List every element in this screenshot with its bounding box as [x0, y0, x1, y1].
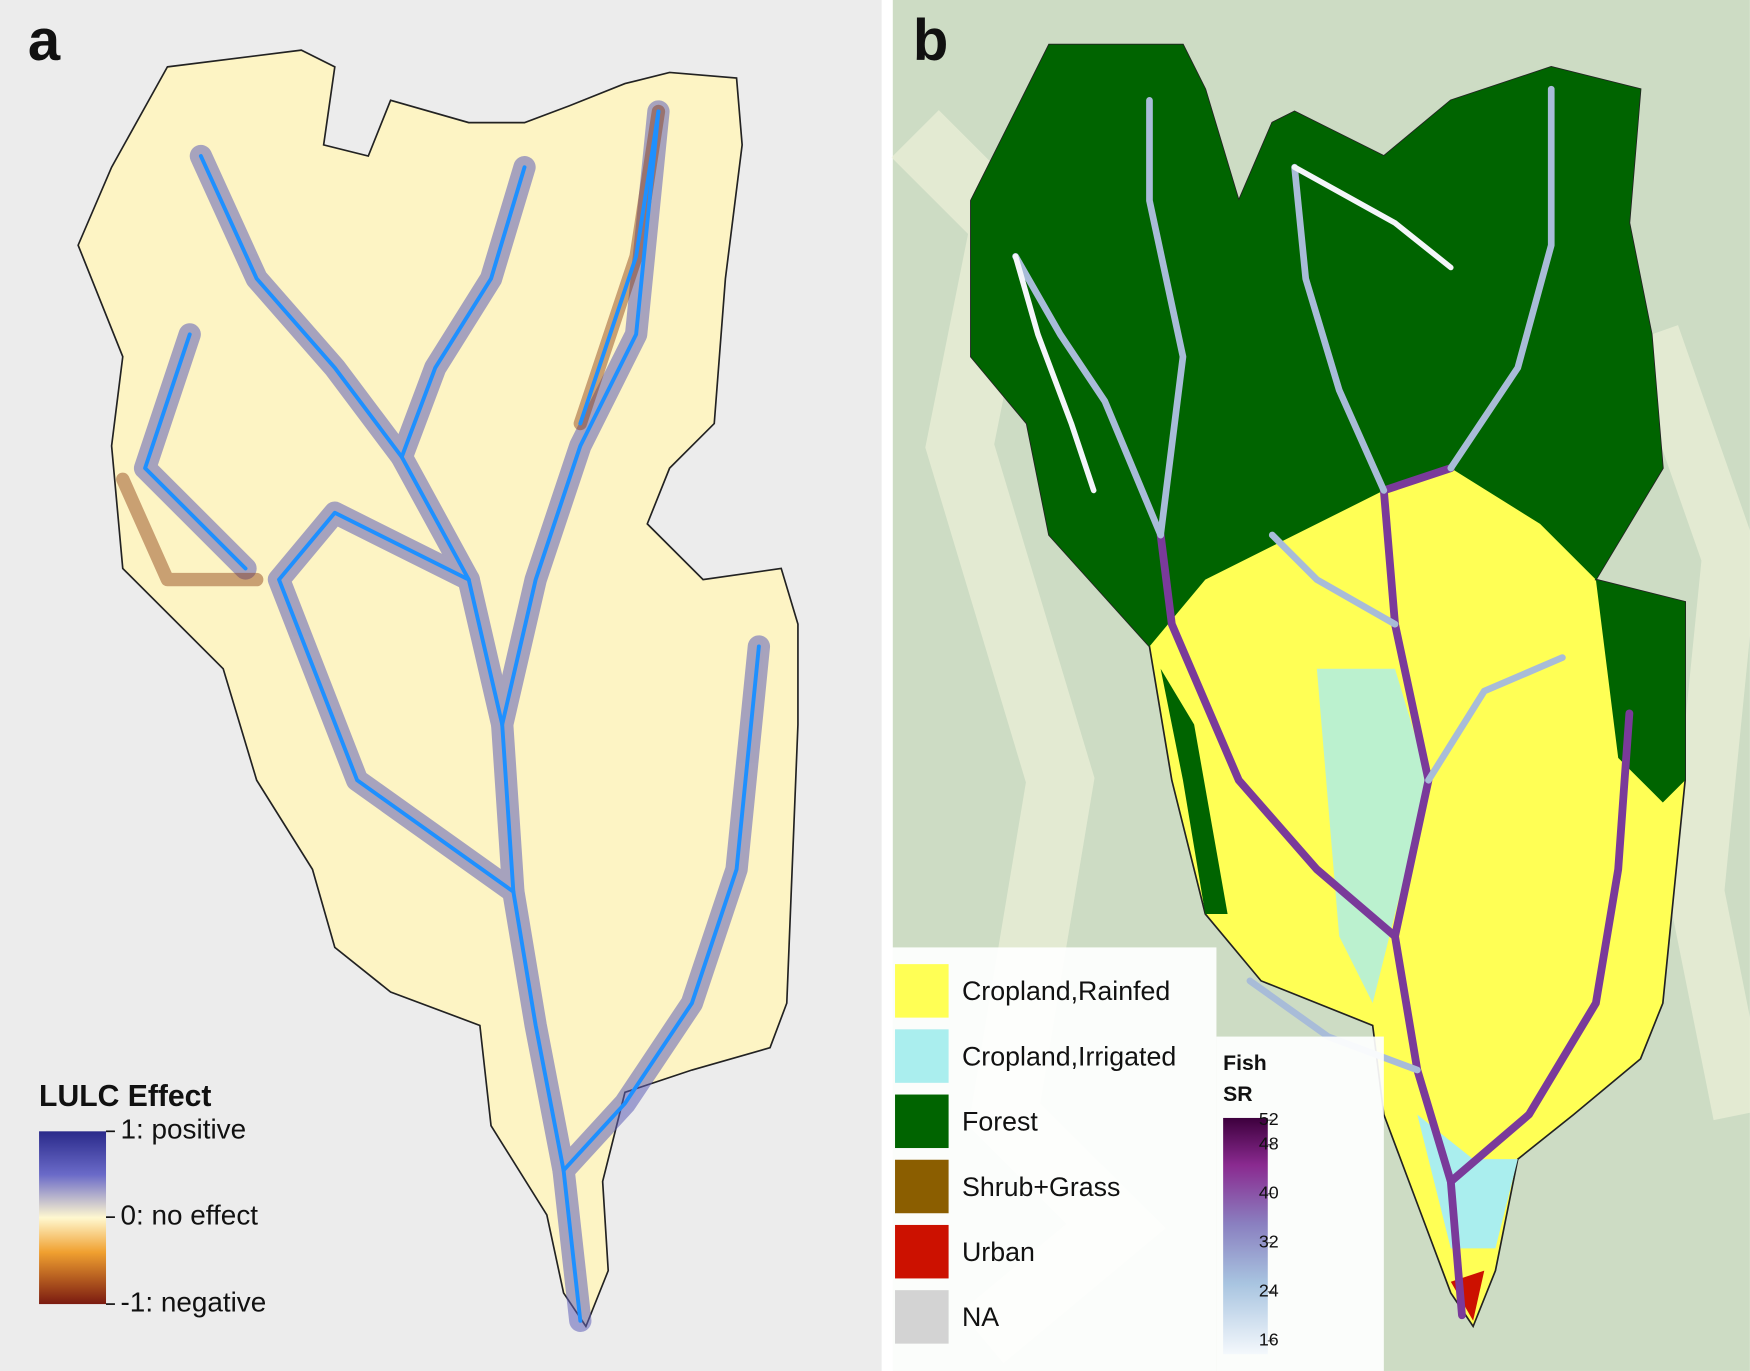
- legend-swatch: [895, 1290, 949, 1344]
- background-cropland: [1625, 325, 1750, 1121]
- legend-swatch: [895, 1159, 949, 1214]
- legend-label: NA: [962, 1302, 999, 1332]
- rivers-b: [1012, 85, 1634, 1320]
- legend-tick-label: 24: [1259, 1281, 1279, 1301]
- legend-title: LULC Effect: [39, 1080, 211, 1113]
- legend-swatch: [895, 964, 949, 1018]
- legend-label: Cropland,Rainfed: [962, 976, 1170, 1006]
- legend-swatch: [895, 1224, 949, 1279]
- legend-tick-label: 48: [1259, 1133, 1279, 1153]
- panel-label: a: [28, 9, 61, 73]
- irrigated-area: [1316, 668, 1429, 1004]
- land-cover-entries: Cropland,Rainfed Cropland,Irrigated Forest…: [895, 964, 1176, 1344]
- river-high: [1156, 464, 1634, 1320]
- legend-label: 0: no effect: [121, 1200, 259, 1231]
- legend-ramp: [39, 1131, 107, 1305]
- legend-swatch: [895, 1094, 949, 1149]
- legend-ramp: [1223, 1117, 1268, 1355]
- legend-label: 1: positive: [121, 1114, 247, 1145]
- legend-tick-label: 32: [1259, 1232, 1279, 1252]
- legend-title: SR: [1223, 1083, 1252, 1106]
- legend-label: Cropland,Irrigated: [962, 1041, 1176, 1071]
- legend-labels: 1: positive 0: no effect -1: negative: [106, 1114, 267, 1317]
- river-low: [1012, 164, 1454, 494]
- legend-label: -1: negative: [121, 1286, 267, 1317]
- legend-title: Fish: [1223, 1052, 1267, 1075]
- river-mid: [1012, 85, 1566, 1074]
- fish-sr-legend: Fish SR 52 48 40 32 24 16: [1223, 1052, 1279, 1355]
- rivers-a: [116, 100, 771, 1332]
- forest-area: [1160, 668, 1228, 914]
- legend-label: Forest: [962, 1107, 1038, 1137]
- legend-tick-label: 52: [1259, 1109, 1279, 1129]
- panel-label: b: [913, 9, 948, 73]
- legend-label: Urban: [962, 1237, 1035, 1267]
- legend-tick-label: 16: [1259, 1330, 1279, 1350]
- legend-label: Shrub+Grass: [962, 1172, 1120, 1202]
- legend-tick-label: 40: [1259, 1182, 1279, 1202]
- legend-swatch: [895, 1029, 949, 1083]
- forest-area: [1595, 579, 1686, 803]
- river: [143, 109, 761, 1323]
